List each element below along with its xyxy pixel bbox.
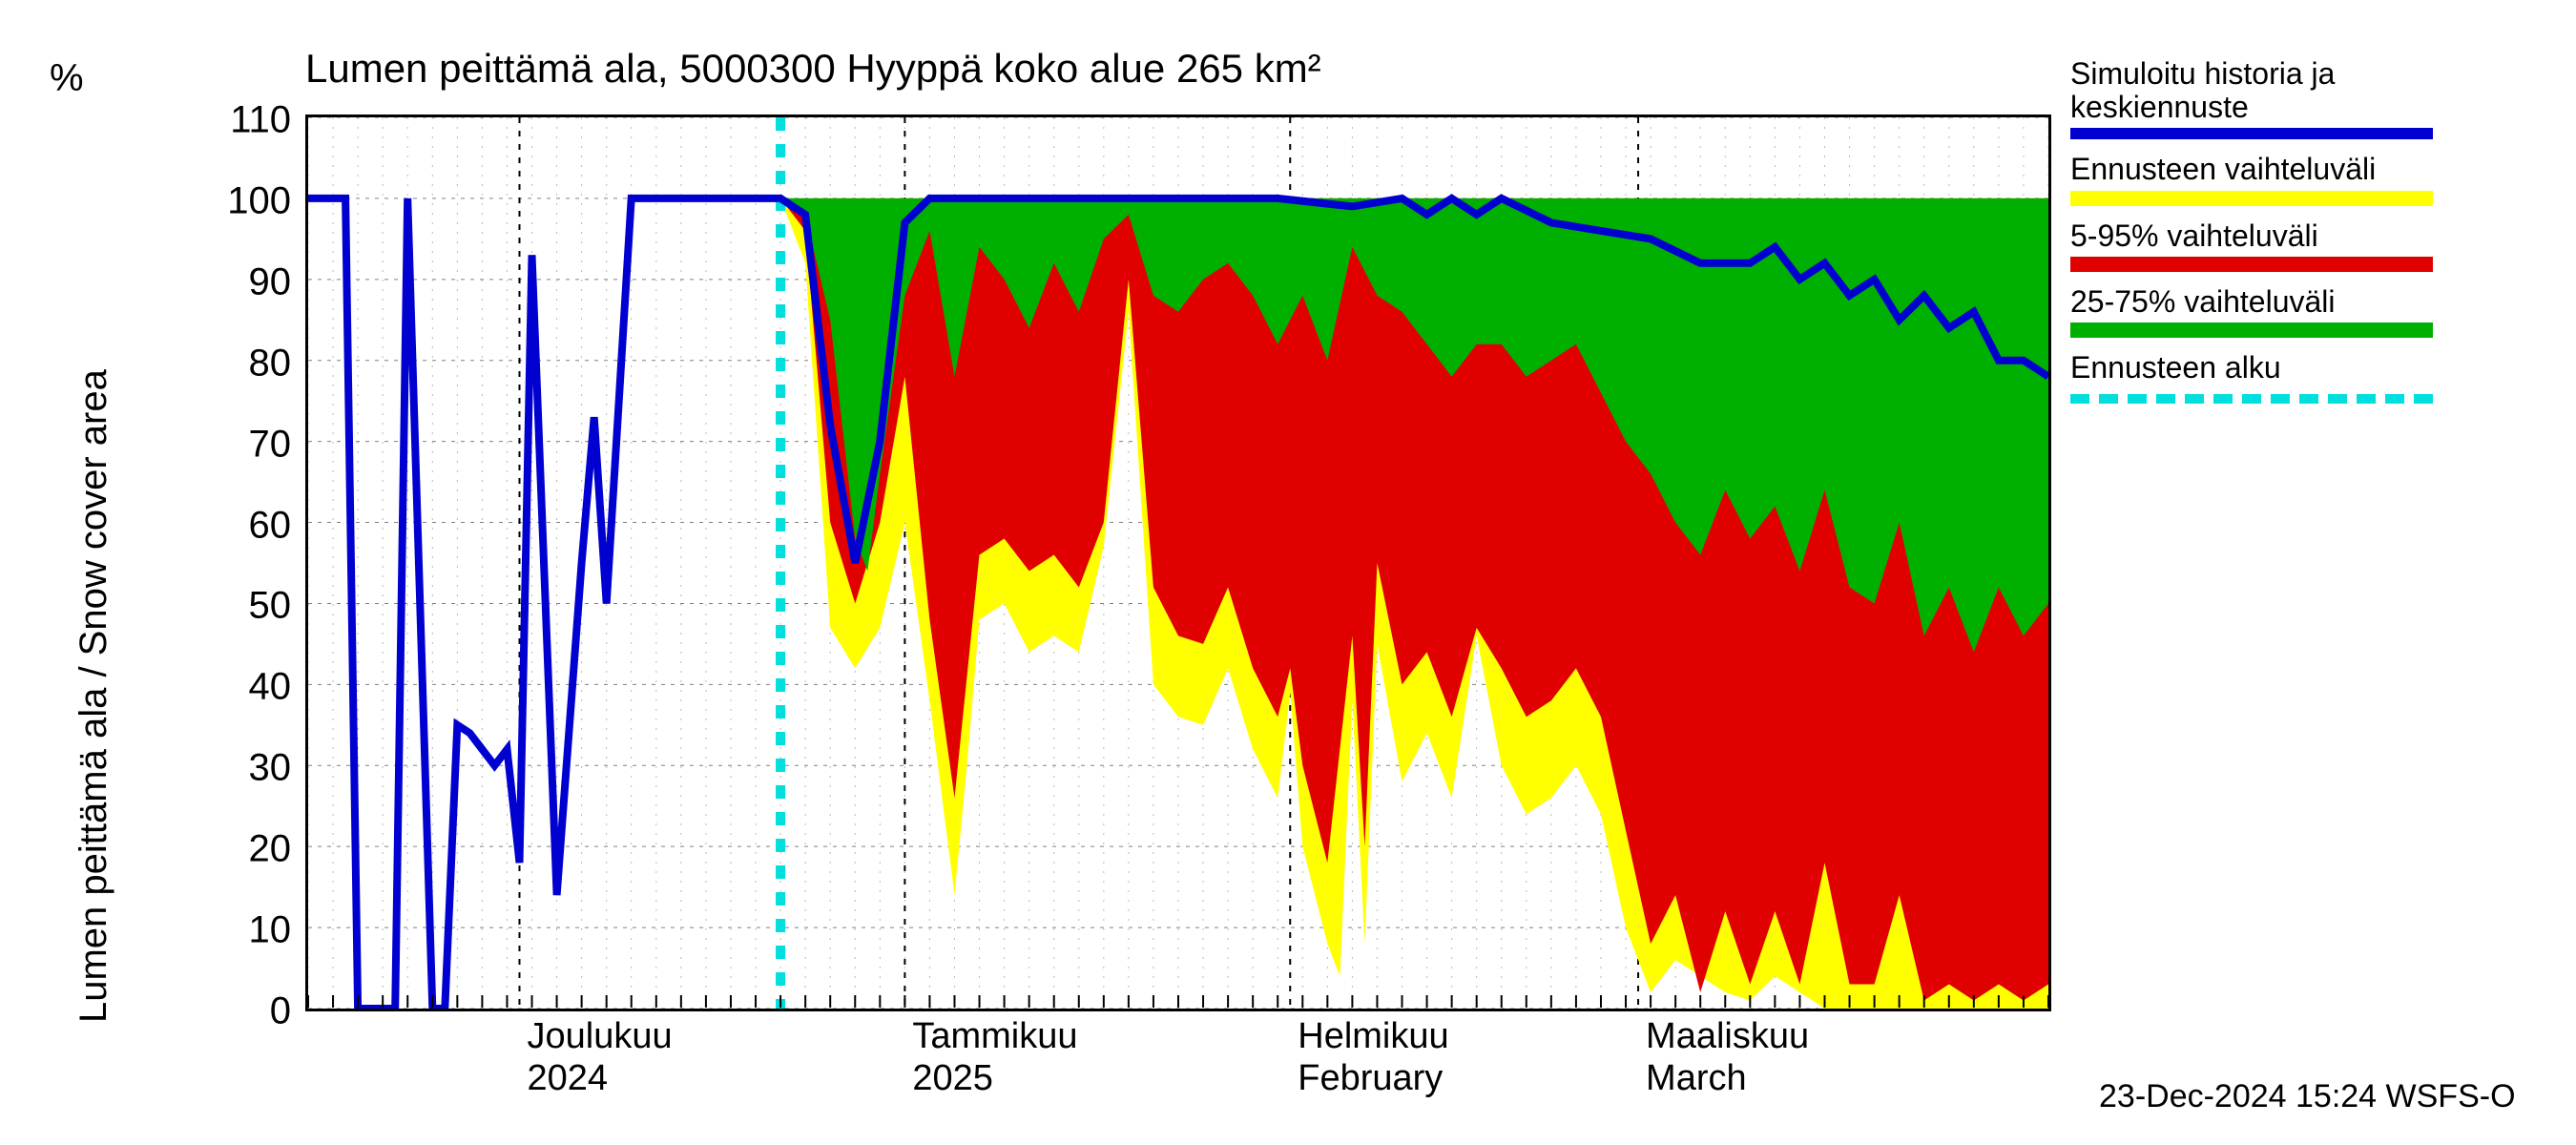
y-tick-label: 30 xyxy=(249,747,292,790)
legend-swatch xyxy=(2070,394,2433,404)
y-tick-label: 50 xyxy=(249,585,292,628)
y-tick-label: 80 xyxy=(249,342,292,385)
x-month-label: Joulukuu 2024 xyxy=(527,1016,672,1099)
legend-swatch xyxy=(2070,257,2433,272)
x-month-label: Maaliskuu March xyxy=(1646,1016,1809,1099)
x-month-label: Tammikuu 2025 xyxy=(912,1016,1077,1099)
legend-label: Ennusteen vaihteluväli xyxy=(2070,153,2433,186)
y-tick-label: 60 xyxy=(249,504,292,547)
footer-timestamp: 23-Dec-2024 15:24 WSFS-O xyxy=(2099,1078,2516,1115)
y-tick-label: 110 xyxy=(230,99,291,142)
legend-label: Simuloitu historia ja keskiennuste xyxy=(2070,57,2433,124)
chart-page: Lumen peittämä ala, 5000300 Hyyppä koko … xyxy=(0,0,2576,1145)
y-axis-label: Lumen peittämä ala / Snow cover area xyxy=(73,369,115,1023)
y-tick-label: 100 xyxy=(227,179,291,222)
legend-item: Ennusteen vaihteluväli xyxy=(2070,153,2433,205)
legend-item: Ennusteen alku xyxy=(2070,351,2433,404)
legend-item: Simuloitu historia ja keskiennuste xyxy=(2070,57,2433,139)
legend-swatch xyxy=(2070,191,2433,206)
legend-label: Ennusteen alku xyxy=(2070,351,2433,385)
chart-title: Lumen peittämä ala, 5000300 Hyyppä koko … xyxy=(305,46,1321,92)
legend-item: 5-95% vaihteluväli xyxy=(2070,219,2433,272)
legend-swatch xyxy=(2070,323,2433,338)
legend-swatch xyxy=(2070,128,2433,139)
legend-item: 25-75% vaihteluväli xyxy=(2070,285,2433,338)
y-unit-label: % xyxy=(50,57,84,100)
y-tick-label: 70 xyxy=(249,423,292,466)
legend-label: 25-75% vaihteluväli xyxy=(2070,285,2433,319)
plot-area: 0102030405060708090100110Joulukuu 2024Ta… xyxy=(305,114,2051,1011)
y-tick-label: 10 xyxy=(249,909,292,952)
y-tick-label: 0 xyxy=(270,990,291,1033)
legend: Simuloitu historia ja keskiennuste Ennust… xyxy=(2070,57,2433,421)
x-month-label: Helmikuu February xyxy=(1298,1016,1448,1099)
y-tick-label: 90 xyxy=(249,260,292,303)
y-tick-label: 40 xyxy=(249,666,292,709)
y-tick-label: 20 xyxy=(249,828,292,871)
legend-label: 5-95% vaihteluväli xyxy=(2070,219,2433,253)
